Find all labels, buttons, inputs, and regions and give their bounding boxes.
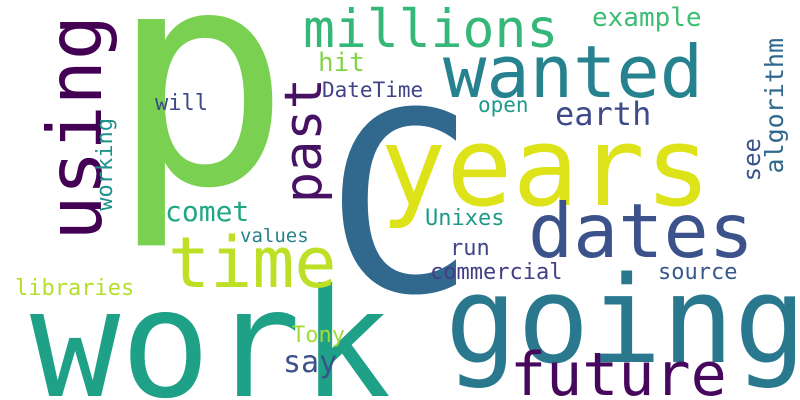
word-example: example bbox=[592, 3, 702, 33]
word-working: working bbox=[93, 118, 118, 211]
word-see: see bbox=[738, 138, 766, 182]
word-commercial: commercial bbox=[430, 260, 563, 285]
word-dates: dates bbox=[528, 187, 754, 275]
word-earth: earth bbox=[555, 95, 652, 133]
word-values: values bbox=[240, 225, 309, 247]
word-libraries: libraries bbox=[15, 276, 135, 301]
word-wanted: wanted bbox=[443, 30, 704, 114]
word-datetime: DateTime bbox=[322, 78, 424, 102]
word-time: time bbox=[168, 222, 337, 304]
word-source: source bbox=[658, 260, 738, 285]
word-years: years bbox=[380, 103, 712, 231]
word-tony: Tony bbox=[292, 323, 345, 348]
word-say: say bbox=[283, 345, 338, 380]
word-will: will bbox=[155, 91, 208, 116]
word-comet: comet bbox=[165, 195, 250, 228]
word-millions: millions bbox=[303, 0, 559, 60]
word-p: p bbox=[110, 0, 291, 254]
word-c: C bbox=[325, 59, 476, 350]
word-open: open bbox=[478, 93, 529, 117]
word-unixes: Unixes bbox=[425, 206, 505, 231]
word-hit: hit bbox=[318, 48, 365, 78]
word-run: run bbox=[450, 236, 490, 261]
word-going: going bbox=[445, 252, 800, 391]
word-work: work bbox=[30, 258, 392, 400]
word-future: future bbox=[510, 340, 727, 400]
